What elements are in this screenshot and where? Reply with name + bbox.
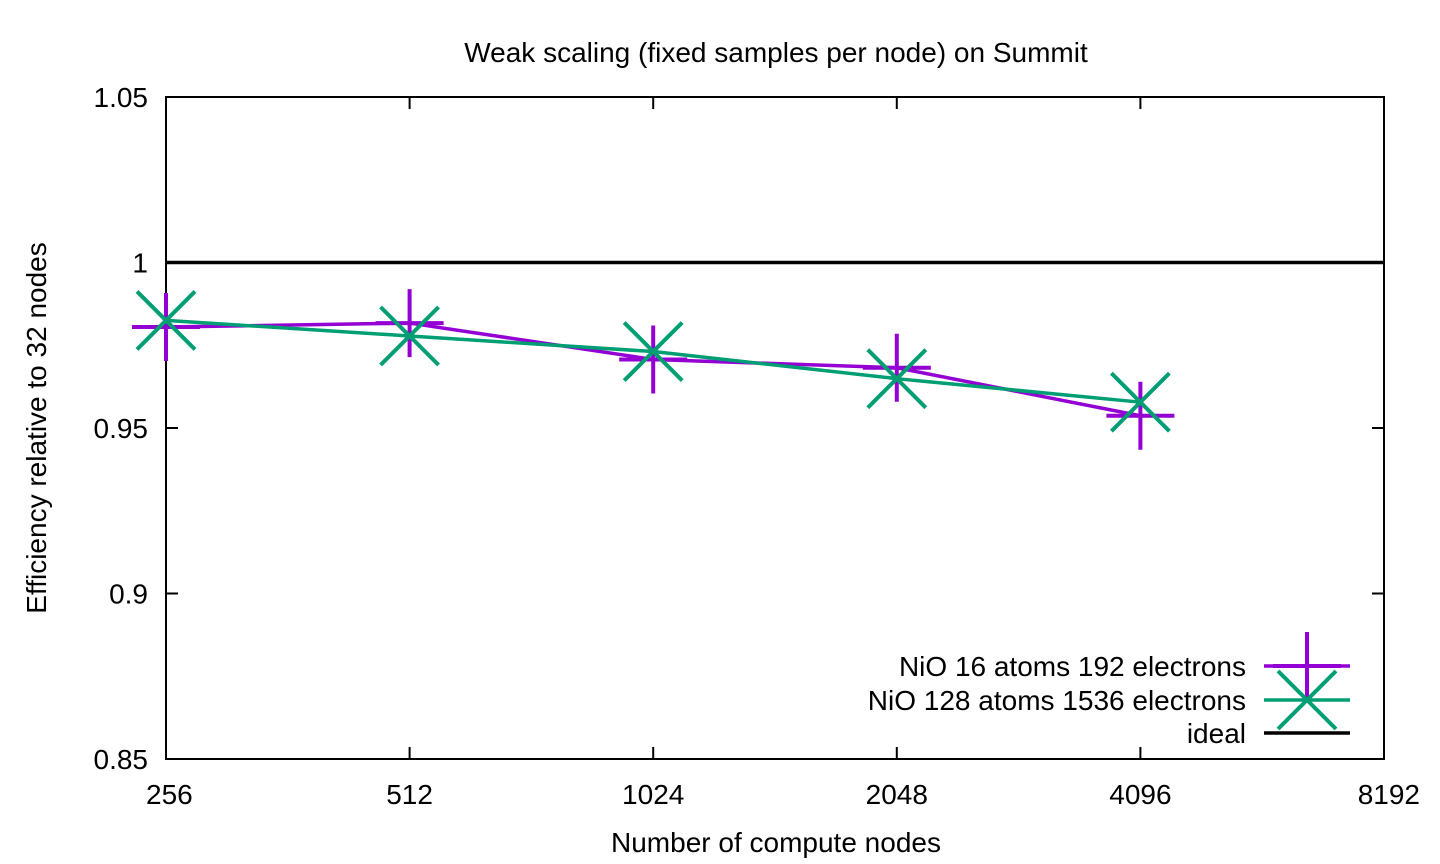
axis-ticks: 0.85 0.9 0.95 1 1.05 256 512 1024 2048 4096 8192 (94, 82, 1421, 810)
x-tick-label: 4096 (1109, 779, 1171, 810)
data-point-plus (132, 293, 200, 362)
legend-label: NiO 16 atoms 192 electrons (899, 651, 1246, 682)
x-tick-label: 2048 (866, 779, 928, 810)
x-tick-label: 1024 (622, 779, 684, 810)
legend-label: NiO 128 atoms 1536 electrons (868, 685, 1246, 716)
data-point-plus (862, 333, 931, 402)
y-tick-label: 1.05 (94, 82, 149, 113)
data-point-plus (1106, 381, 1175, 450)
legend-entry: NiO 128 atoms 1536 electrons (868, 669, 1350, 731)
legend-marker-cross (1276, 669, 1338, 731)
legend-label: ideal (1187, 718, 1246, 749)
y-tick-label: 0.95 (94, 413, 149, 444)
legend-marker-plus (1273, 632, 1341, 700)
series-1 (135, 290, 1171, 433)
data-point-cross (1109, 371, 1171, 433)
x-tick-label: 8192 (1358, 779, 1420, 810)
y-axis-title-group: Efficiency relative to 32 nodes (21, 242, 52, 613)
y-tick-label: 0.85 (94, 744, 149, 775)
legend-entry: ideal (1187, 718, 1350, 749)
data-point-cross (379, 305, 441, 367)
x-tick-label: 512 (386, 779, 433, 810)
y-axis-title: Efficiency relative to 32 nodes (21, 242, 52, 613)
data-point-plus (375, 289, 444, 358)
data-point-cross (622, 321, 684, 382)
x-tick-label: 256 (146, 779, 193, 810)
x-axis-title: Number of compute nodes (611, 827, 941, 858)
chart-title: Weak scaling (fixed samples per node) on… (464, 37, 1088, 68)
data-point-plus (619, 325, 688, 394)
y-tick-label: 0.9 (109, 579, 148, 610)
y-tick-label: 1 (132, 248, 148, 279)
series-0 (132, 289, 1175, 450)
legend-entry: NiO 16 atoms 192 electrons (899, 632, 1350, 700)
series-layer (132, 260, 1384, 450)
data-point-cross (135, 290, 197, 351)
data-point-cross (866, 348, 928, 410)
